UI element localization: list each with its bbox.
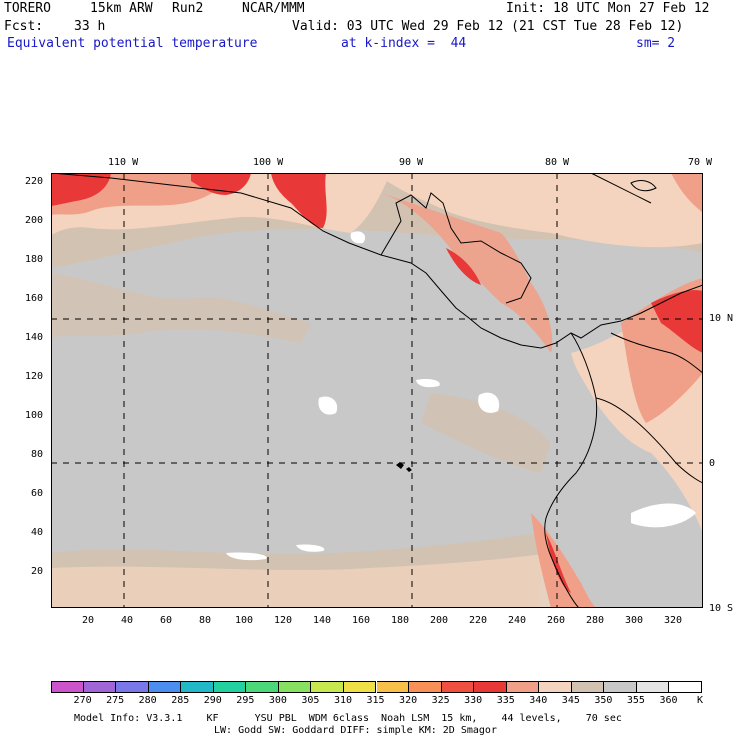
forecast-hours: 33 h [74, 19, 106, 34]
model-run: Run2 [172, 1, 204, 16]
x-tick: 240 [508, 615, 527, 626]
legend-swatch [343, 681, 377, 693]
legend-label: 290 [203, 695, 222, 706]
legend-swatch [376, 681, 410, 693]
legend-swatch [213, 681, 247, 693]
legend-label: 350 [594, 695, 613, 706]
legend-label: 315 [366, 695, 385, 706]
level-index: at k-index = 44 [341, 36, 467, 51]
legend-label: 285 [171, 695, 190, 706]
field-name: Equivalent potential temperature [7, 36, 258, 51]
legend-swatch [604, 681, 637, 693]
y-tick: 120 [25, 371, 44, 382]
color-legend [51, 681, 702, 693]
y-tick: 40 [31, 527, 44, 538]
legend-label: 305 [301, 695, 320, 706]
lat-label-0: 0 [709, 458, 716, 469]
legend-swatch [278, 681, 312, 693]
lon-label-90w: 90 W [399, 157, 424, 168]
theta-e-map [51, 173, 703, 608]
y-tick: 100 [25, 410, 44, 421]
legend-swatch [51, 681, 84, 693]
legend-label: 335 [496, 695, 515, 706]
lon-label-110w: 110 W [108, 157, 139, 168]
legend-label: 330 [464, 695, 483, 706]
legend-swatch [311, 681, 344, 693]
legend-label: 275 [106, 695, 125, 706]
x-tick: 40 [121, 615, 134, 626]
x-tick: 120 [274, 615, 293, 626]
legend-swatch [669, 681, 702, 693]
legend-label: 355 [626, 695, 645, 706]
legend-swatch [636, 681, 670, 693]
x-tick: 260 [547, 615, 566, 626]
lat-label-10n: 10 N [709, 313, 734, 324]
legend-label: 280 [138, 695, 157, 706]
init-time: Init: 18 UTC Mon 27 Feb 12 [506, 1, 710, 16]
legend-swatch [409, 681, 442, 693]
legend-swatch [539, 681, 572, 693]
y-tick: 160 [25, 293, 44, 304]
forecast-label: Fcst: [4, 19, 44, 34]
legend-swatch [83, 681, 117, 693]
y-tick: 20 [31, 566, 44, 577]
field-hot-mexico [271, 173, 327, 228]
legend-label: 270 [73, 695, 92, 706]
x-tick: 20 [82, 615, 95, 626]
y-tick: 220 [25, 176, 44, 187]
physics-info: LW: Godd SW: Goddard DIFF: simple KM: 2D… [214, 725, 497, 736]
legend-label: 300 [268, 695, 287, 706]
x-tick: 100 [235, 615, 254, 626]
x-tick: 60 [160, 615, 173, 626]
legend-label: 310 [333, 695, 352, 706]
legend-label: 340 [529, 695, 548, 706]
x-tick: 160 [352, 615, 371, 626]
y-tick: 60 [31, 488, 44, 499]
legend-unit: K [697, 695, 704, 706]
x-tick: 280 [586, 615, 605, 626]
model-name: TORERO [4, 1, 51, 16]
legend-swatch [181, 681, 214, 693]
x-tick: 140 [313, 615, 332, 626]
lat-label-10s: 10 S [709, 603, 734, 614]
y-tick: 200 [25, 215, 44, 226]
model-info: Model Info: V3.3.1 KF YSU PBL WDM 6class… [74, 713, 622, 724]
smoothing: sm= 2 [636, 36, 676, 51]
y-tick: 140 [25, 332, 44, 343]
legend-swatch [116, 681, 149, 693]
x-tick: 180 [391, 615, 410, 626]
y-tick: 80 [31, 449, 44, 460]
x-tick: 220 [469, 615, 488, 626]
x-tick: 300 [625, 615, 644, 626]
galapagos-islands [396, 462, 412, 472]
legend-swatch [441, 681, 475, 693]
model-resolution: 15km ARW [90, 1, 153, 16]
lon-label-70w: 70 W [688, 157, 713, 168]
x-tick: 320 [664, 615, 683, 626]
legend-swatch [506, 681, 540, 693]
lon-label-80w: 80 W [545, 157, 570, 168]
model-org: NCAR/MMM [242, 1, 305, 16]
x-tick: 80 [199, 615, 212, 626]
lon-label-100w: 100 W [253, 157, 284, 168]
legend-swatch [246, 681, 279, 693]
legend-swatch [571, 681, 605, 693]
y-tick: 180 [25, 254, 44, 265]
coastline-south-america [544, 332, 598, 608]
legend-label: 320 [399, 695, 418, 706]
coastline-central-america [51, 173, 703, 349]
graticule [51, 173, 703, 608]
legend-swatch [148, 681, 182, 693]
legend-label: 325 [431, 695, 450, 706]
x-tick: 200 [430, 615, 449, 626]
legend-label: 345 [561, 695, 580, 706]
legend-label: 360 [659, 695, 678, 706]
legend-label: 295 [236, 695, 255, 706]
legend-swatch [474, 681, 507, 693]
valid-time: Valid: 03 UTC Wed 29 Feb 12 (21 CST Tue … [292, 19, 684, 34]
map-frame [51, 173, 703, 608]
